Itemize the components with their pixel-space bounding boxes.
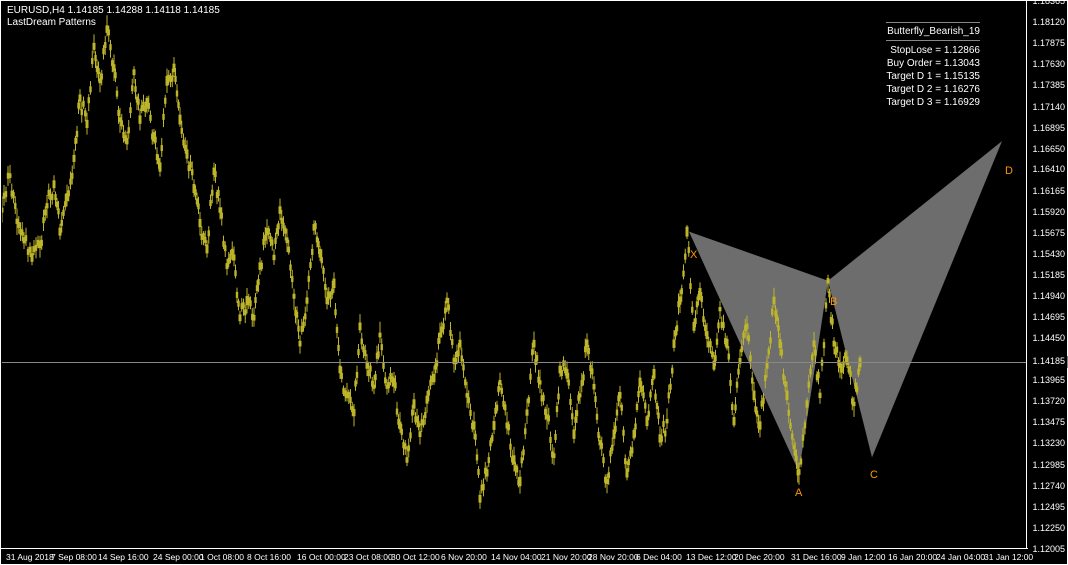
x-tick-label: 23 Oct 08:00 (344, 552, 393, 562)
x-tick-label: 7 Sep 08:00 (51, 552, 97, 562)
x-tick-label: 14 Nov 04:00 (491, 552, 542, 562)
indicator-name: LastDream Patterns (7, 17, 220, 29)
x-tick-label: 24 Jan 04:00 (936, 552, 985, 562)
panel-row: StopLose = 1.12866 (886, 44, 980, 57)
pattern-point-D: D (1005, 165, 1013, 177)
y-tick-label: 1.14940 (1032, 291, 1065, 301)
y-tick-label: 1.16410 (1032, 164, 1065, 174)
y-tick-label: 1.12250 (1032, 523, 1065, 533)
panel-row: Buy Order = 1.13043 (886, 57, 980, 70)
chart-container: EURUSD,H4 1.14185 1.14288 1.14118 1.1418… (0, 0, 1068, 565)
y-tick-label: 1.16895 (1032, 123, 1065, 133)
panel-row: Target D 1 = 1.15135 (886, 70, 980, 83)
panel-title: Butterfly_Bearish_19 (886, 22, 980, 41)
x-tick-label: 31 Jan 12:00 (984, 552, 1033, 562)
y-tick-label: 1.17140 (1032, 102, 1065, 112)
y-tick-label: 1.14185 (1032, 356, 1065, 366)
y-tick-label: 1.18365 (1032, 0, 1065, 6)
y-axis: 1.18365 1.18120 1.17875 1.17630 1.17385 1.171… (1026, 1, 1067, 550)
y-tick-label: 1.12985 (1032, 460, 1065, 470)
pattern-point-A: A (795, 487, 802, 499)
pattern-point-C: C (870, 469, 878, 481)
plot-svg (2, 2, 1028, 550)
y-tick-label: 1.13720 (1032, 396, 1065, 406)
x-tick-label: 13 Dec 12:00 (686, 552, 737, 562)
x-tick-label: 20 Dec 20:00 (734, 552, 785, 562)
symbol-line: EURUSD,H4 1.14185 1.14288 1.14118 1.1418… (7, 5, 220, 17)
x-tick-label: 31 Aug 2018 (6, 552, 54, 562)
y-tick-label: 1.13230 (1032, 438, 1065, 448)
plot-area[interactable]: EURUSD,H4 1.14185 1.14288 1.14118 1.1418… (2, 2, 1028, 550)
x-tick-label: 9 Jan 12:00 (841, 552, 885, 562)
pattern-point-X: X (690, 249, 697, 261)
y-tick-label: 1.14450 (1032, 333, 1065, 343)
x-tick-label: 24 Sep 00:00 (153, 552, 204, 562)
y-tick-label: 1.17875 (1032, 38, 1065, 48)
y-tick-label: 1.12740 (1032, 481, 1065, 491)
y-tick-label: 1.12005 (1032, 544, 1065, 554)
x-tick-label: 6 Dec 04:00 (636, 552, 682, 562)
symbol-info: EURUSD,H4 1.14185 1.14288 1.14118 1.1418… (7, 5, 220, 29)
pattern-point-B: B (830, 296, 837, 308)
y-tick-label: 1.16165 (1032, 186, 1065, 196)
info-panel: Butterfly_Bearish_19 StopLose = 1.12866B… (886, 22, 980, 109)
y-tick-label: 1.12495 (1032, 502, 1065, 512)
x-tick-label: 16 Jan 20:00 (888, 552, 937, 562)
y-tick-label: 1.18120 (1032, 17, 1065, 27)
x-tick-label: 6 Nov 20:00 (441, 552, 487, 562)
panel-row: Target D 3 = 1.16929 (886, 96, 980, 109)
y-tick-label: 1.15185 (1032, 270, 1065, 280)
x-tick-label: 30 Oct 12:00 (391, 552, 440, 562)
pattern-triangle-xab (689, 232, 828, 472)
y-tick-label: 1.13475 (1032, 417, 1065, 427)
x-tick-label: 16 Oct 00:00 (297, 552, 346, 562)
y-tick-label: 1.13965 (1032, 375, 1065, 385)
x-tick-label: 21 Nov 20:00 (541, 552, 592, 562)
x-axis: 31 Aug 20187 Sep 08:0014 Sep 16:00 24 Sep… (1, 548, 1028, 564)
y-tick-label: 1.15920 (1032, 207, 1065, 217)
x-tick-label: 28 Nov 20:00 (588, 552, 639, 562)
y-tick-label: 1.15430 (1032, 249, 1065, 259)
y-tick-label: 1.17630 (1032, 59, 1065, 69)
y-tick-label: 1.17385 (1032, 80, 1065, 90)
x-tick-label: 31 Dec 16:00 (791, 552, 842, 562)
current-price-line (2, 362, 1028, 363)
x-tick-label: 14 Sep 16:00 (98, 552, 149, 562)
y-tick-label: 1.15675 (1032, 228, 1065, 238)
x-tick-label: 8 Oct 16:00 (247, 552, 291, 562)
y-tick-label: 1.14695 (1032, 312, 1065, 322)
y-tick-label: 1.16650 (1032, 144, 1065, 154)
panel-row: Target D 2 = 1.16276 (886, 83, 980, 96)
x-tick-label: 1 Oct 08:00 (200, 552, 244, 562)
